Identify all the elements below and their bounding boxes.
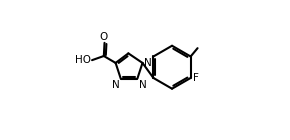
Text: O: O xyxy=(100,32,108,42)
Text: N: N xyxy=(112,80,119,90)
Text: HO: HO xyxy=(75,55,91,65)
Text: N: N xyxy=(144,58,152,68)
Text: F: F xyxy=(193,73,198,83)
Text: N: N xyxy=(139,80,146,90)
